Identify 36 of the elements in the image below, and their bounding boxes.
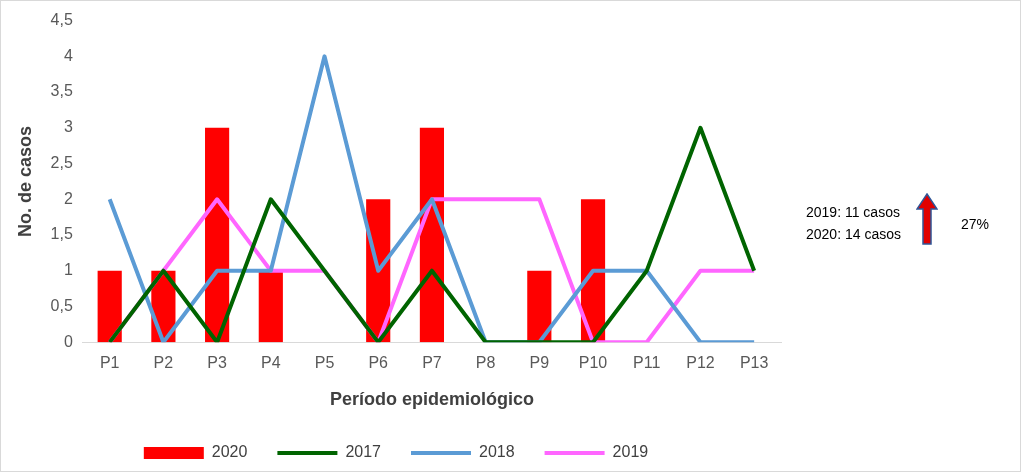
legend-label: 2018 <box>479 443 515 461</box>
x-tick-label: P7 <box>422 354 442 372</box>
x-tick-label: P5 <box>314 354 335 372</box>
x-tick-label: P6 <box>368 354 389 372</box>
x-tick-label: P9 <box>529 354 550 372</box>
legend-label: 2019 <box>612 443 649 461</box>
legend-label: 2017 <box>345 443 382 461</box>
text: 2020: 14 casos <box>806 225 901 244</box>
bar <box>527 270 552 343</box>
x-tick-label: P13 <box>739 354 769 372</box>
x-tick-label: P8 <box>475 354 496 372</box>
y-tick-label: 2 <box>63 189 73 207</box>
x-tick-label: P11 <box>633 354 661 372</box>
x-tick-label: P3 <box>207 354 227 372</box>
y-axis-title: No. de casos <box>14 125 35 237</box>
x-axis-title: Período epidemiológico <box>329 389 534 410</box>
bar <box>258 270 283 343</box>
x-tick-label: P10 <box>578 354 608 372</box>
x-tick-label: P1 <box>99 354 120 372</box>
y-tick-label: 1,5 <box>50 225 73 243</box>
text: 27% <box>961 216 990 232</box>
y-tick-label: 3,5 <box>50 82 73 100</box>
y-tick-label: 3 <box>63 118 73 136</box>
text: 2019: 11 casos <box>806 203 901 222</box>
y-tick-label: 4 <box>63 46 73 64</box>
legend-label: 2020 <box>211 443 248 461</box>
bar <box>97 270 122 343</box>
y-tick-label: 4,5 <box>50 11 73 29</box>
y-tick-label: 1 <box>63 261 73 279</box>
bar <box>205 127 230 343</box>
x-tick-label: P4 <box>261 354 281 372</box>
x-tick-label: P12 <box>686 354 715 372</box>
x-tick-label: P2 <box>153 354 174 372</box>
y-tick-label: 0,5 <box>50 296 73 314</box>
y-tick-label: 2,5 <box>50 153 73 171</box>
y-tick-label: 0 <box>63 332 73 350</box>
